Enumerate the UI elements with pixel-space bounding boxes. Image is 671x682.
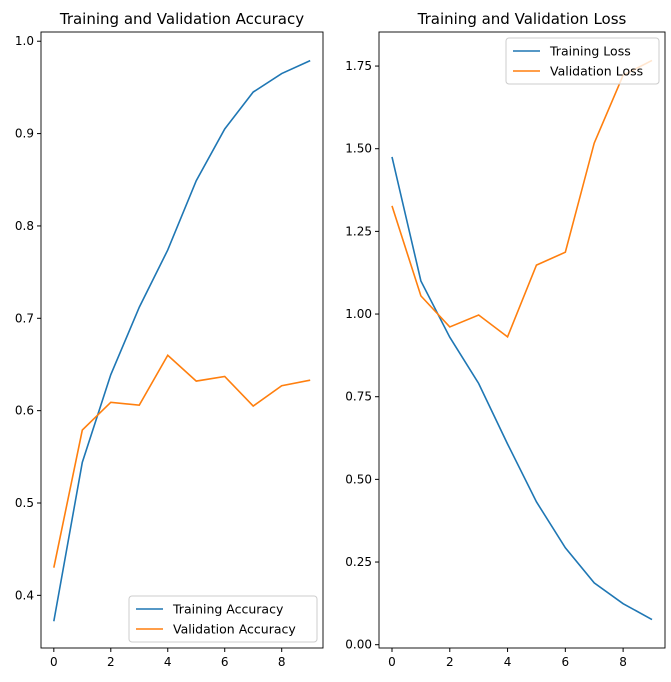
legend-box: [505, 37, 660, 85]
y-tick-label: 1.50: [345, 142, 372, 156]
y-tick-label: 0.25: [345, 555, 372, 569]
chart-title: Training and Validation Loss: [417, 10, 627, 28]
series-line-training-accuracy: [53, 59, 311, 622]
subplot-1: Training and Validation Loss 0 2 4 6 8 0.00 0.2…: [345, 10, 666, 669]
y-tick-label: 0.9: [15, 127, 34, 141]
legend: Training Accuracy Validation Accuracy: [128, 595, 318, 643]
y-tick-label: 1.0: [15, 34, 34, 48]
chart-title: Training and Validation Accuracy: [59, 10, 304, 28]
x-tick-label: 8: [278, 655, 286, 669]
legend: Training Loss Validation Loss: [505, 37, 660, 85]
series-line-training-loss: [391, 156, 653, 621]
legend-label: Validation Accuracy: [173, 622, 296, 637]
x-tick-label: 8: [619, 655, 627, 669]
x-tick-label: 6: [562, 655, 570, 669]
x-tick-label: 6: [221, 655, 229, 669]
x-tick-label: 2: [107, 655, 115, 669]
series-line-validation-accuracy: [53, 353, 311, 568]
axes-frame: [40, 31, 324, 649]
y-tick-label: 1.00: [345, 307, 372, 321]
y-tick-label: 0.8: [15, 219, 34, 233]
x-tick-label: 4: [504, 655, 512, 669]
legend-label: Validation Loss: [550, 64, 643, 79]
x-tick-label: 2: [446, 655, 454, 669]
y-tick-label: 0.4: [15, 588, 34, 602]
y-tick-label: 0.6: [15, 404, 34, 418]
subplot-0: Training and Validation Accuracy 0 2 4 6 8 0.4…: [15, 10, 324, 669]
legend-label: Training Accuracy: [172, 602, 284, 617]
series-line-validation-loss: [391, 59, 653, 339]
x-tick-label: 4: [164, 655, 172, 669]
y-tick-label: 1.25: [345, 224, 372, 238]
legend-box: [128, 595, 318, 643]
y-tick-label: 1.75: [345, 59, 372, 73]
y-tick-label: 0.50: [345, 472, 372, 486]
legend-label: Training Loss: [549, 44, 631, 59]
y-tick-label: 0.75: [345, 390, 372, 404]
axes-frame: [378, 31, 666, 649]
y-tick-label: 0.5: [15, 496, 34, 510]
y-tick-label: 0.00: [345, 638, 372, 652]
x-tick-label: 0: [50, 655, 58, 669]
x-tick-label: 0: [388, 655, 396, 669]
y-tick-label: 0.7: [15, 311, 34, 325]
